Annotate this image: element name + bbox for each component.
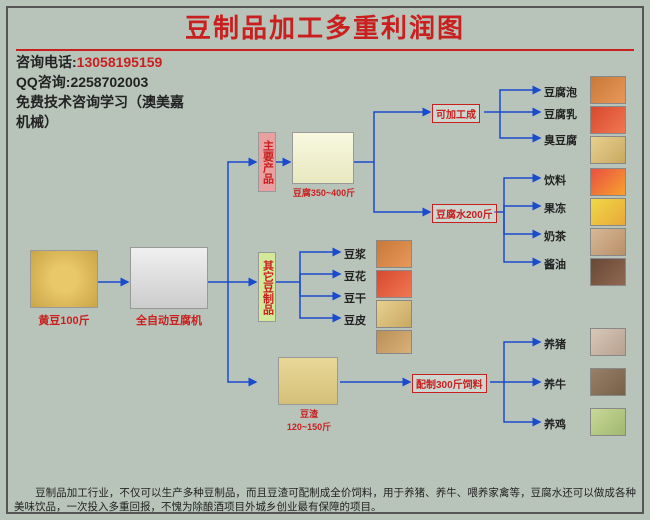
out-tp-1: 豆腐泡 xyxy=(544,84,577,100)
machine-image xyxy=(130,247,208,309)
mid-1: 豆浆 xyxy=(344,246,366,262)
out-tp-3: 臭豆腐 xyxy=(544,132,577,148)
out-fm-2: 养牛 xyxy=(544,376,566,392)
out-fm-1: 养猪 xyxy=(544,336,566,352)
out-dr-th3 xyxy=(590,228,626,256)
tofu-label: 豆腐350~400斤 xyxy=(286,186,362,199)
mid-thumb-2 xyxy=(376,270,412,298)
diagram-area: 黄豆100斤 全自动豆腐机 主要产品 豆腐350~400斤 其它豆制品 豆渣12… xyxy=(0,52,650,484)
out-dr-2: 果冻 xyxy=(544,200,566,216)
out-dr-th4 xyxy=(590,258,626,286)
out-dr-1: 饮料 xyxy=(544,172,566,188)
main-product-box: 主要产品 xyxy=(258,132,276,192)
mid-thumb-4 xyxy=(376,330,412,354)
mid-4: 豆皮 xyxy=(344,312,366,328)
out-fm-th2 xyxy=(590,368,626,396)
out-dr-3: 奶茶 xyxy=(544,228,566,244)
mid-thumb-3 xyxy=(376,300,412,328)
other-product-box: 其它豆制品 xyxy=(258,252,276,322)
out-dr-4: 酱油 xyxy=(544,256,566,272)
tag-processable: 可加工成 xyxy=(432,104,480,123)
out-fm-th3 xyxy=(590,408,626,436)
residue-image xyxy=(278,357,338,405)
out-tp-th3 xyxy=(590,136,626,164)
out-dr-th2 xyxy=(590,198,626,226)
residue-label: 豆渣120~150斤 xyxy=(272,407,346,433)
out-tp-2: 豆腐乳 xyxy=(544,106,577,122)
tofu-image xyxy=(292,132,354,184)
tag-feed: 配制300斤饲料 xyxy=(412,374,487,393)
out-tp-th2 xyxy=(590,106,626,134)
out-dr-th1 xyxy=(590,168,626,196)
out-tp-th1 xyxy=(590,76,626,104)
bean-image xyxy=(30,250,98,308)
mid-2: 豆花 xyxy=(344,268,366,284)
tag-tofuwater: 豆腐水200斤 xyxy=(432,204,497,223)
out-fm-th1 xyxy=(590,328,626,356)
mid-3: 豆干 xyxy=(344,290,366,306)
bottom-text: 豆制品加工行业，不仅可以生产多种豆制品，而且豆渣可配制成全价饲料，用于养猪、养牛… xyxy=(14,486,636,514)
mid-thumb-1 xyxy=(376,240,412,268)
bean-label: 黄豆100斤 xyxy=(30,312,98,328)
out-fm-3: 养鸡 xyxy=(544,416,566,432)
machine-label: 全自动豆腐机 xyxy=(124,312,214,328)
